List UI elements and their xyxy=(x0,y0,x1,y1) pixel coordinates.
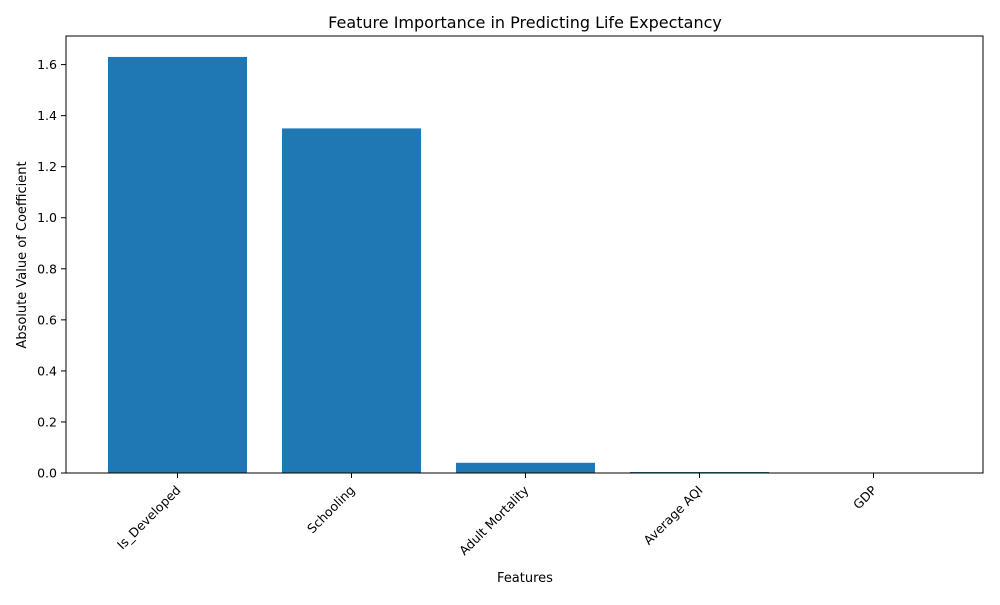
y-tick-label: 0.2 xyxy=(37,414,57,429)
x-tick-label: Is_Developed xyxy=(114,483,184,553)
bar-is-developed xyxy=(108,57,247,473)
y-tick-label: 0.0 xyxy=(37,466,57,481)
x-tick-label: Adult Mortality xyxy=(456,482,532,558)
x-axis: Is_Developed Schooling Adult Mortality Aver… xyxy=(114,473,880,558)
y-axis-label: Absolute Value of Coefficient xyxy=(15,161,30,348)
bar-schooling xyxy=(282,128,421,473)
y-tick-label: 1.4 xyxy=(37,108,57,123)
plot-area xyxy=(108,57,943,473)
y-tick-label: 1.0 xyxy=(37,210,57,225)
x-tick-label: Schooling xyxy=(304,483,358,537)
y-tick-label: 0.8 xyxy=(37,261,57,276)
y-tick-label: 1.6 xyxy=(37,57,57,72)
bar-adult-mortality xyxy=(456,463,595,473)
y-axis: 0.0 0.2 0.4 0.6 0.8 1.0 1.2 1.4 1.6 xyxy=(37,57,66,480)
y-tick-label: 0.4 xyxy=(37,363,57,378)
x-tick-label: GDP xyxy=(850,482,880,512)
x-axis-label: Features xyxy=(497,571,553,586)
chart-title: Feature Importance in Predicting Life Ex… xyxy=(328,13,722,32)
y-tick-label: 1.2 xyxy=(37,159,57,174)
y-tick-label: 0.6 xyxy=(37,312,57,327)
x-tick-label: Average AQI xyxy=(640,483,705,548)
